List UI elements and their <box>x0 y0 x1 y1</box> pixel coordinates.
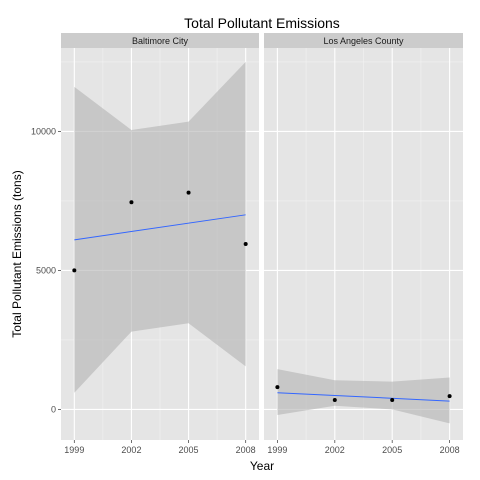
y-tick-label: 10000 <box>31 126 56 136</box>
fit-line <box>74 214 246 241</box>
data-point <box>390 397 395 402</box>
x-tick-label: 2002 <box>325 445 345 455</box>
facet-panel: Los Angeles County 1999 2002 2005 2008 <box>264 33 463 455</box>
facet-panel: Baltimore City 1999 2002 2005 2008 <box>61 33 259 455</box>
x-tick-label: 2005 <box>382 445 402 455</box>
x-axis-label: Year <box>250 459 274 473</box>
x-tick-label: 1999 <box>64 445 84 455</box>
confidence-ribbon <box>277 369 450 424</box>
chart-title: Total Pollutant Emissions <box>184 15 340 31</box>
data-point <box>243 242 248 246</box>
facet-strip <box>264 33 463 48</box>
y-tick-label: 0 <box>51 404 56 414</box>
y-tick-label: 5000 <box>36 265 56 275</box>
x-tick-label: 2005 <box>179 445 199 455</box>
data-point <box>275 385 280 390</box>
facet-strip <box>61 33 259 48</box>
y-axis-ticks: 0 5000 10000 <box>31 126 61 414</box>
x-tick-label: 1999 <box>267 445 287 455</box>
fit-line <box>277 392 450 402</box>
data-point <box>129 200 134 205</box>
facet-strip-label: Los Angeles County <box>323 36 404 46</box>
data-point <box>72 268 77 273</box>
x-tick-label: 2002 <box>121 445 141 455</box>
facet-strip-label: Baltimore City <box>132 36 189 46</box>
y-axis-label: Total Pollutant Emissions (tons) <box>10 170 24 337</box>
data-point <box>186 190 191 195</box>
data-point <box>447 394 452 399</box>
x-tick-label: 2008 <box>440 445 460 455</box>
data-point <box>332 397 337 402</box>
x-tick-label: 2008 <box>236 445 256 455</box>
